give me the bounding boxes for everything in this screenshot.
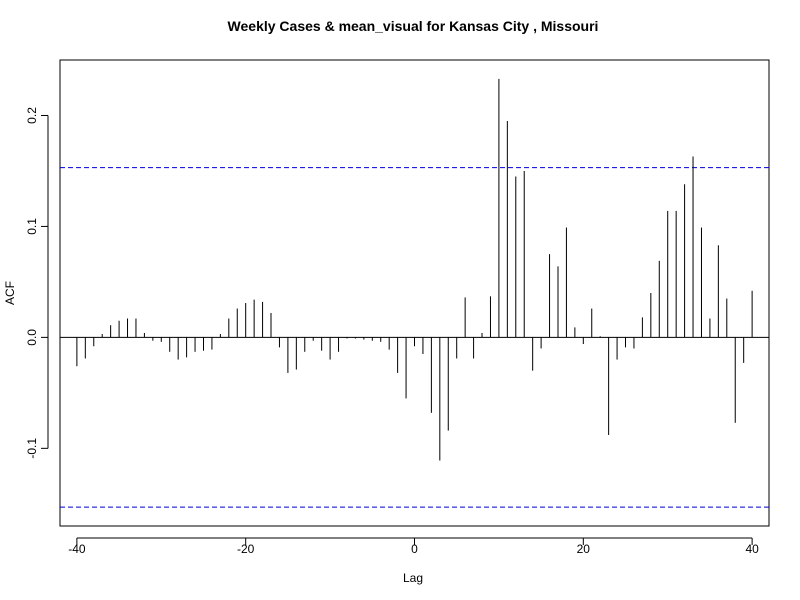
x-tick-label: 0 (411, 542, 418, 556)
acf-bars (76, 78, 753, 461)
y-tick-label: -0.1 (25, 438, 39, 459)
y-tick-label: 0.2 (25, 107, 39, 124)
y-axis: -0.1 0.0 0.1 0.2 (25, 107, 49, 459)
x-axis: -40 -20 0 20 40 (68, 537, 759, 556)
x-axis-label: Lag (403, 571, 423, 585)
x-tick-label: -20 (237, 542, 255, 556)
x-tick-label: 20 (577, 542, 591, 556)
y-tick-label: 0.1 (25, 218, 39, 235)
x-tick-label: -40 (68, 542, 86, 556)
x-tick-label: 40 (745, 542, 759, 556)
y-tick-label: 0.0 (25, 329, 39, 346)
confidence-bounds (60, 167, 769, 508)
plot-frame (59, 59, 770, 527)
y-axis-label: ACF (3, 281, 17, 305)
chart-title: Weekly Cases & mean_visual for Kansas Ci… (228, 18, 599, 34)
